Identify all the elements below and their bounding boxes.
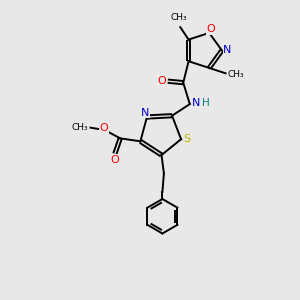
Text: O: O	[110, 155, 118, 165]
Text: O: O	[100, 123, 108, 133]
Text: N: N	[192, 98, 200, 109]
Text: CH₃: CH₃	[71, 123, 88, 132]
Text: O: O	[158, 76, 166, 86]
Text: O: O	[206, 24, 215, 34]
Text: N: N	[223, 45, 232, 56]
Text: CH₃: CH₃	[170, 13, 187, 22]
Text: CH₃: CH₃	[227, 70, 244, 79]
Text: N: N	[141, 108, 149, 118]
Text: H: H	[202, 98, 210, 109]
Text: S: S	[184, 134, 190, 144]
